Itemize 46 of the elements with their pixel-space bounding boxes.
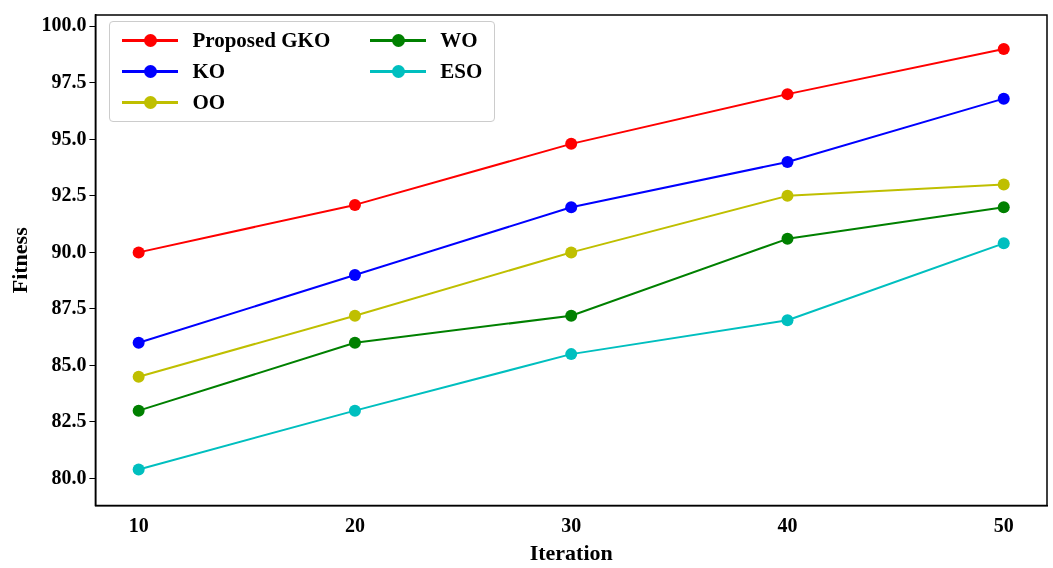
y-tick-label: 92.5 — [51, 183, 87, 206]
point — [565, 137, 578, 150]
point — [132, 370, 145, 383]
point — [565, 348, 578, 361]
y-tick-label: 100.0 — [41, 13, 87, 36]
x-axis-title: Iteration — [529, 540, 613, 566]
y-tick-label: 90.0 — [51, 239, 87, 262]
point — [997, 92, 1010, 105]
point — [997, 178, 1010, 191]
x-tick-label: 30 — [561, 513, 582, 536]
legend-label: Proposed GKO — [192, 28, 331, 53]
y-tick-label: 80.0 — [51, 465, 87, 488]
point — [781, 88, 794, 101]
x-tick-label: 40 — [777, 513, 798, 536]
point — [565, 246, 578, 259]
point — [781, 189, 794, 202]
point — [348, 269, 361, 281]
y-tick-label: 85.0 — [51, 352, 87, 375]
point — [348, 336, 361, 349]
legend-label: ESO — [440, 59, 483, 84]
point — [565, 309, 578, 322]
point — [565, 201, 578, 214]
y-tick-label: 87.5 — [51, 296, 87, 319]
legend-label: OO — [192, 90, 226, 115]
point — [781, 232, 794, 245]
y-axis-title: Fitness — [6, 226, 32, 294]
point — [781, 155, 794, 168]
point — [348, 309, 361, 322]
point — [132, 336, 145, 349]
x-tick-label: 10 — [128, 513, 149, 536]
y-tick-label: 82.5 — [51, 409, 87, 432]
point — [348, 198, 361, 211]
point — [132, 246, 145, 259]
point — [997, 237, 1010, 250]
y-tick-label: 95.0 — [51, 126, 87, 149]
y-tick-label: 97.5 — [51, 70, 87, 92]
point — [132, 404, 145, 417]
x-tick-label: 50 — [993, 513, 1014, 536]
legend-label: KO — [192, 59, 226, 84]
point — [997, 201, 1010, 214]
point — [997, 42, 1010, 55]
point — [348, 404, 361, 417]
point — [781, 314, 794, 327]
point — [132, 463, 145, 476]
x-tick-label: 20 — [344, 513, 365, 536]
legend-label: WO — [440, 28, 478, 53]
